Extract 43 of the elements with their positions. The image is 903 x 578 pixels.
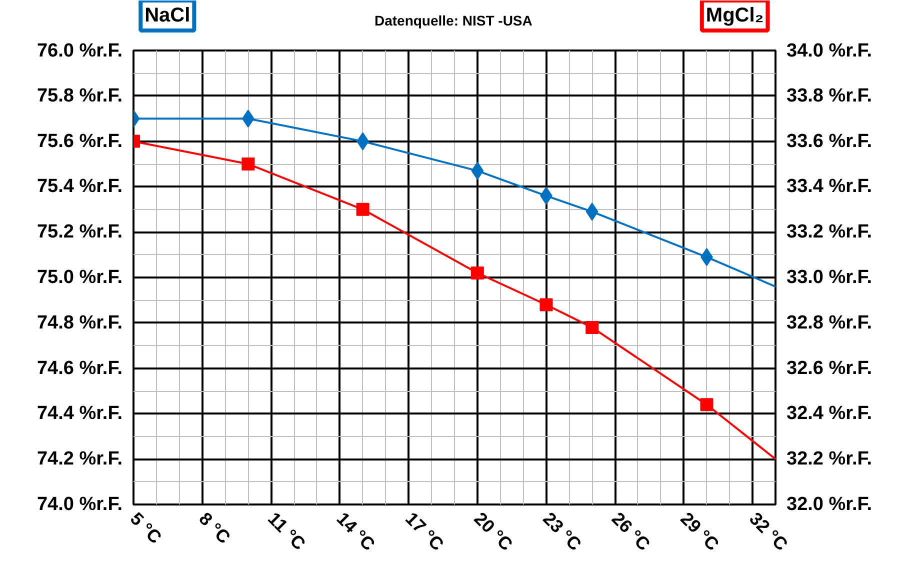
x-tick-label: 26 °C bbox=[608, 508, 654, 555]
chart-title: Datenquelle: NIST -USA bbox=[374, 12, 532, 28]
x-tick-label: 20 °C bbox=[470, 508, 516, 555]
y2-tick-label: 32.8 %r.F. bbox=[786, 312, 872, 334]
y2-tick-label: 33.6 %r.F. bbox=[786, 130, 872, 152]
point bbox=[471, 162, 484, 180]
y2-tick-label: 32.6 %r.F. bbox=[786, 358, 872, 379]
point bbox=[586, 320, 599, 334]
y-tick-label: 75.6 %r.F. bbox=[36, 130, 123, 152]
y2-tick-label: 32.4 %r.F. bbox=[786, 403, 872, 424]
x-tick-label: 14 °C bbox=[332, 508, 379, 555]
point bbox=[356, 202, 370, 216]
y2-tick-label: 32.0 %r.F. bbox=[786, 494, 872, 515]
y2-axis-title: MgCl₂ bbox=[706, 4, 764, 26]
y-tick-label: 74.8 %r.F. bbox=[36, 312, 123, 334]
y-tick-label: 75.2 %r.F. bbox=[36, 222, 123, 243]
y-tick-label: 75.0 %r.F. bbox=[36, 267, 123, 288]
point bbox=[242, 110, 254, 128]
x-tick-label: 11 °C bbox=[264, 508, 310, 554]
y2-tick-label: 33.8 %r.F. bbox=[786, 85, 872, 106]
y-tick-label: 74.2 %r.F. bbox=[36, 448, 123, 470]
point bbox=[242, 158, 255, 170]
point bbox=[470, 266, 484, 280]
y2-tick-label: 32.2 %r.F. bbox=[786, 448, 872, 470]
x-tick-label: 8 °C bbox=[195, 508, 234, 548]
y-tick-label: 74.6 %r.F. bbox=[36, 358, 123, 379]
y2-tick-label: 33.0 %r.F. bbox=[786, 267, 872, 288]
y-axis-title: NaCl bbox=[144, 4, 190, 26]
x-tick-label: 17 °C bbox=[402, 508, 448, 555]
point bbox=[540, 298, 553, 312]
x-tick-label: 23 °C bbox=[539, 508, 586, 555]
point bbox=[586, 202, 598, 221]
y-tick-label: 74.0 %r.F. bbox=[36, 494, 123, 515]
y2-tick-label: 33.2 %r.F. bbox=[786, 222, 872, 243]
y2-tick-label: 34.0 %r.F. bbox=[786, 40, 872, 62]
point bbox=[700, 398, 714, 412]
y-tick-label: 74.4 %r.F. bbox=[36, 403, 123, 424]
x-tick-label: 5 °C bbox=[126, 508, 166, 548]
y-tick-label: 75.4 %r.F. bbox=[36, 176, 123, 198]
y-tick-label: 76.0 %r.F. bbox=[36, 40, 123, 62]
x-tick-label: 29 °C bbox=[676, 508, 723, 555]
y2-tick-label: 33.4 %r.F. bbox=[786, 176, 872, 198]
y-tick-label: 75.8 %r.F. bbox=[36, 85, 123, 106]
